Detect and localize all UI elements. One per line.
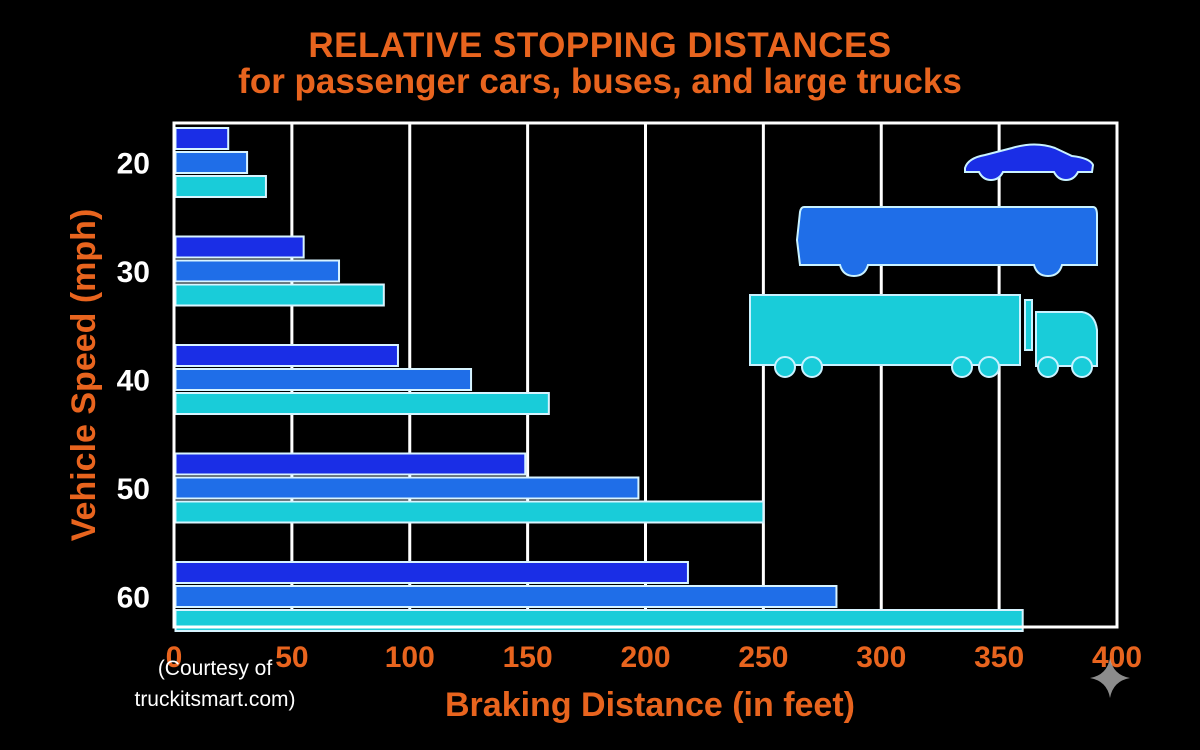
x-tick-label: 350 [974,641,1024,674]
truck-icon [749,294,1098,378]
x-tick-label: 300 [856,641,906,674]
car-icon [964,143,1095,182]
x-axis-label: Braking Distance (in feet) [445,686,855,724]
y-tick-label: 20 [117,148,150,181]
bar-car-60mph [174,561,689,584]
x-tick-label: 400 [1092,641,1142,674]
bar-car-40mph [174,344,399,367]
y-tick-labels: 20 30 40 50 60 [117,148,150,615]
bus-icon [795,206,1098,278]
x-tick-label: 100 [385,641,435,674]
y-tick-label: 60 [117,582,150,615]
bar-bus-20mph [174,151,249,174]
y-axis-label: Vehicle Speed (mph) [65,209,103,542]
plot-frame [172,121,1119,629]
bars [174,127,1024,632]
credit-line-2: truckitsmart.com) [134,688,296,711]
bar-truck-40mph [174,392,550,415]
x-tick-label: 0 [166,641,183,674]
x-tick-label: 50 [275,641,308,674]
bar-bus-50mph [174,476,640,500]
bar-bus-30mph [174,259,341,283]
chart-subtitle: for passenger cars, buses, and large tru… [238,62,962,101]
y-tick-label: 50 [117,473,150,506]
y-tick-label: 40 [117,365,150,398]
x-tick-label: 250 [738,641,788,674]
chart-title: RELATIVE STOPPING DISTANCES [308,26,892,65]
bar-truck-30mph [174,283,385,307]
bar-bus-40mph [174,368,473,391]
y-tick-label: 30 [117,256,150,289]
bar-truck-20mph [174,175,267,198]
credit-line-1: (Courtesy of [157,657,273,680]
bar-car-30mph [174,235,305,259]
bar-car-20mph [174,127,230,150]
x-tick-labels: 0 50 100 150 200 250 300 350 400 [166,641,1142,674]
bar-truck-50mph [174,500,765,524]
legend [749,143,1098,378]
bar-bus-60mph [174,585,838,608]
bar-car-50mph [174,452,527,476]
sparkle-icon [1090,658,1130,698]
x-tick-label: 150 [503,641,553,674]
x-tick-label: 200 [620,641,670,674]
